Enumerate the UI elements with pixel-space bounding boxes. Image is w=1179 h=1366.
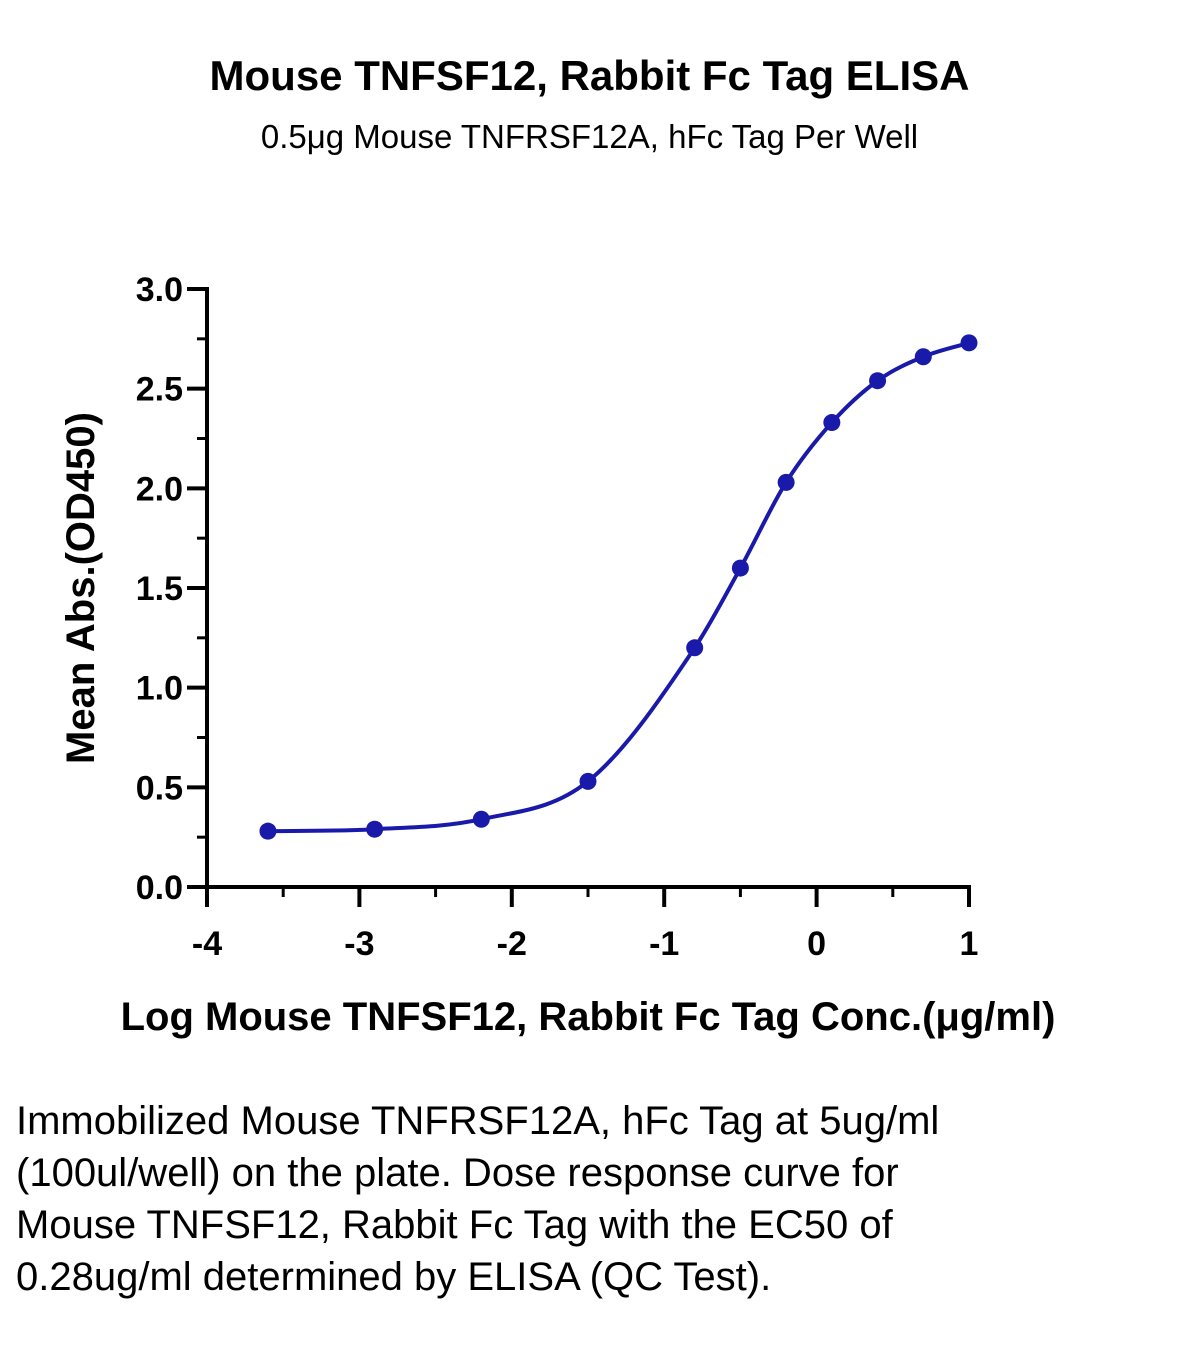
x-tick-label: -1 [649,925,679,963]
data-point [686,639,704,657]
data-point [914,348,932,366]
x-tick-label: -4 [192,925,222,963]
x-axis-label: Log Mouse TNFSF12, Rabbit Fc Tag Conc.(μ… [121,995,1056,1039]
figure-caption: Immobilized Mouse TNFRSF12A, hFc Tag at … [16,1099,940,1299]
x-tick-label: 1 [960,925,979,963]
data-point [777,473,795,491]
y-tick-label: 0.0 [136,869,183,907]
x-tick-label: -3 [344,925,374,963]
y-axis-label: Mean Abs.(OD450) [59,412,103,764]
chart-subtitle: 0.5μg Mouse TNFRSF12A, hFc Tag Per Well [260,118,919,155]
y-tick-label: 2.0 [136,470,183,508]
data-point [579,772,597,790]
data-point [960,334,978,352]
data-point [366,820,384,838]
data-point [823,414,841,432]
chart-title: Mouse TNFSF12, Rabbit Fc Tag ELISA [209,52,970,99]
series-line [267,340,970,834]
y-tick-label: 1.0 [136,670,183,708]
x-tick-label: 0 [807,925,826,963]
y-tick-label: 1.5 [136,570,183,608]
data-point [259,822,277,840]
x-tick-label: -2 [497,925,527,963]
y-tick-label: 0.5 [136,769,183,807]
chart-plot: 0.0 0.5 1.0 1.5 2.0 2.5 3.0 -4 -3 -2 -1 0 1 Mean Abs… [59,271,1056,1039]
y-tick-label: 3.0 [136,271,183,309]
y-tick-label: 2.5 [136,371,183,409]
data-point [869,372,887,390]
data-point [472,810,490,828]
data-point [731,559,749,577]
